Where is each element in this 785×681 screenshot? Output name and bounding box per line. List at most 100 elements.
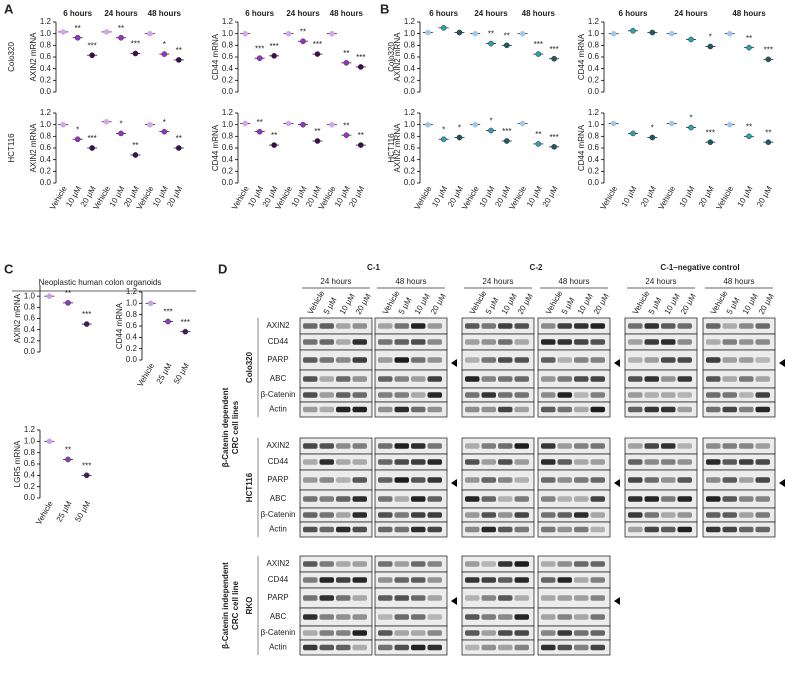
y-tick-label: 1.2 [222, 108, 234, 117]
y-tick-label: 0.4 [404, 155, 416, 164]
significance: ** [300, 27, 306, 36]
y-tick-label: 0.2 [588, 75, 600, 84]
y-tick-label: 0.6 [588, 52, 600, 61]
significance: *** [131, 40, 140, 49]
y-tick-label: 1.2 [40, 17, 52, 26]
blot-band [303, 595, 318, 601]
blot-band [574, 595, 589, 601]
y-tick-label: 1.0 [222, 29, 234, 38]
blot-band [514, 644, 529, 651]
data-point [74, 136, 81, 143]
y-tick-label: 0.0 [222, 87, 234, 96]
data-point [746, 44, 752, 51]
significance: ** [118, 24, 124, 33]
timepoint-label: 24 hours [482, 277, 513, 286]
blot-band [352, 595, 367, 601]
significance: * [489, 117, 492, 126]
y-tick-label: 0.4 [588, 64, 600, 73]
blot-band [319, 376, 334, 382]
blot-band [319, 630, 334, 636]
blot-band [319, 561, 334, 567]
blot-band [319, 406, 334, 413]
arrowhead [779, 479, 785, 487]
blot-band [628, 512, 643, 518]
data-point [132, 50, 139, 57]
blot-band [319, 339, 334, 345]
blot-band [394, 357, 409, 363]
blot-band [514, 512, 529, 518]
blot-band [739, 526, 754, 533]
blot-band [541, 630, 556, 636]
blot-band [411, 614, 426, 620]
blot-band [590, 357, 605, 363]
blot-band [706, 443, 721, 449]
y-tick-label: 0.0 [126, 355, 138, 364]
blot-band [427, 496, 442, 502]
blot-band [755, 512, 770, 518]
blot-band [352, 630, 367, 636]
y-tick-label: 0.6 [404, 143, 416, 152]
blot-band [514, 406, 529, 413]
data-point [285, 120, 292, 127]
blot-band [378, 392, 393, 398]
blot-band [303, 406, 318, 413]
panel-label: B [380, 1, 389, 16]
blot-band [574, 614, 589, 620]
blot-band [574, 644, 589, 651]
blot-band [303, 577, 318, 583]
blot-band [411, 357, 426, 363]
blot-band [590, 323, 605, 329]
significance: ** [176, 46, 182, 55]
blot-band [303, 512, 318, 518]
blot-band [628, 392, 643, 398]
y-tick-label: 1.2 [588, 108, 600, 117]
blot-band [336, 406, 351, 413]
lane-label: 5 μM [322, 296, 339, 316]
blot-band [541, 323, 556, 329]
blot-band [411, 323, 426, 329]
blot-band [427, 323, 442, 329]
blot-band [677, 477, 692, 483]
blot-band [557, 496, 572, 502]
blot-band [661, 323, 676, 329]
blot-band [352, 443, 367, 449]
y-tick-label: 0.6 [222, 52, 234, 61]
blot-band [352, 512, 367, 518]
blot-band [722, 477, 737, 483]
blot-band [739, 376, 754, 382]
treatment-label: C-2 [530, 263, 543, 272]
blot-band [706, 459, 721, 465]
data-point [630, 27, 636, 34]
protein-label: Actin [269, 643, 287, 652]
y-tick-label: 0.2 [24, 482, 36, 491]
blot-band [628, 496, 643, 502]
y-tick-label: 1.0 [222, 120, 234, 129]
y-tick-label: 0.4 [40, 64, 52, 73]
data-point [103, 29, 110, 35]
data-point [165, 318, 171, 325]
y-tick-label: 1.0 [404, 29, 416, 38]
blot-band [465, 561, 480, 567]
blot-band [427, 459, 442, 465]
significance: *** [82, 461, 91, 470]
group-label: 6 hours [63, 9, 92, 18]
y-tick-label: 1.2 [404, 108, 416, 117]
blot-band [319, 392, 334, 398]
y-tick-label: 0.4 [126, 332, 138, 341]
significance: ** [343, 49, 349, 58]
blot-band [574, 630, 589, 636]
blot-band [706, 339, 721, 345]
blot-band [303, 459, 318, 465]
significance: * [458, 124, 461, 133]
y-tick-label: 0.2 [222, 166, 234, 175]
data-point [488, 127, 494, 134]
group-label: 48 hours [148, 9, 182, 18]
blot-band [661, 339, 676, 345]
data-point [519, 120, 526, 127]
blot-band [722, 526, 737, 533]
blot-band [411, 477, 426, 483]
y-axis-label: AXIN2 mRNA [393, 123, 402, 173]
y-tick-label: 0.2 [24, 336, 36, 345]
blot-band [590, 376, 605, 382]
